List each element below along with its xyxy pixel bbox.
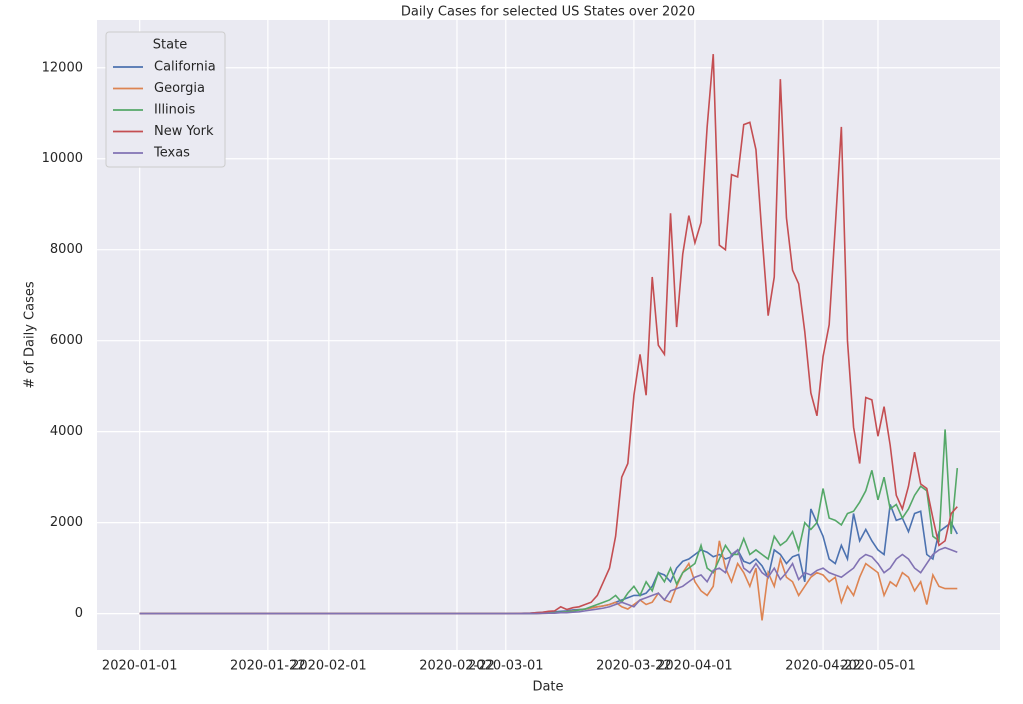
- legend-box: [105, 31, 226, 168]
- x-tick-label: 2020-01-01: [102, 659, 178, 674]
- x-tick-label: 2020-03-22: [596, 659, 672, 674]
- legend-label: Texas: [153, 146, 190, 161]
- x-tick-label: 2020-04-01: [657, 659, 733, 674]
- x-tick-label: 2020-01-22: [230, 659, 306, 674]
- legend: State California Georgia Illinois New York T…: [105, 31, 226, 168]
- x-tick-label: 2020-04-22: [785, 659, 861, 674]
- lines: [139, 54, 959, 621]
- y-tick-label: 12000: [42, 60, 83, 75]
- y-tick-label: 6000: [50, 333, 83, 348]
- y-tick-label: 4000: [50, 424, 83, 439]
- legend-label: California: [154, 60, 216, 75]
- legend-label: Georgia: [154, 81, 205, 96]
- x-axis-label: Date: [532, 680, 563, 695]
- y-tick-label: 10000: [42, 151, 83, 166]
- x-tick-label: 2020-05-01: [840, 659, 916, 674]
- y-tick-label: 2000: [50, 515, 83, 530]
- y-axis-label: # of Daily Cases: [23, 281, 38, 389]
- y-tick-label: 0: [75, 606, 83, 621]
- chart-title: Daily Cases for selected US States over …: [401, 5, 695, 20]
- y-tick-label: 8000: [50, 242, 83, 257]
- line-series: [139, 546, 958, 615]
- legend-title: State: [153, 38, 187, 53]
- legend-label: Illinois: [154, 103, 195, 118]
- x-tick-label: 2020-02-22: [419, 659, 495, 674]
- legend-label: New York: [154, 124, 214, 139]
- x-tick-label: 2020-02-01: [291, 659, 367, 674]
- x-tick-label: 2020-03-01: [468, 659, 544, 674]
